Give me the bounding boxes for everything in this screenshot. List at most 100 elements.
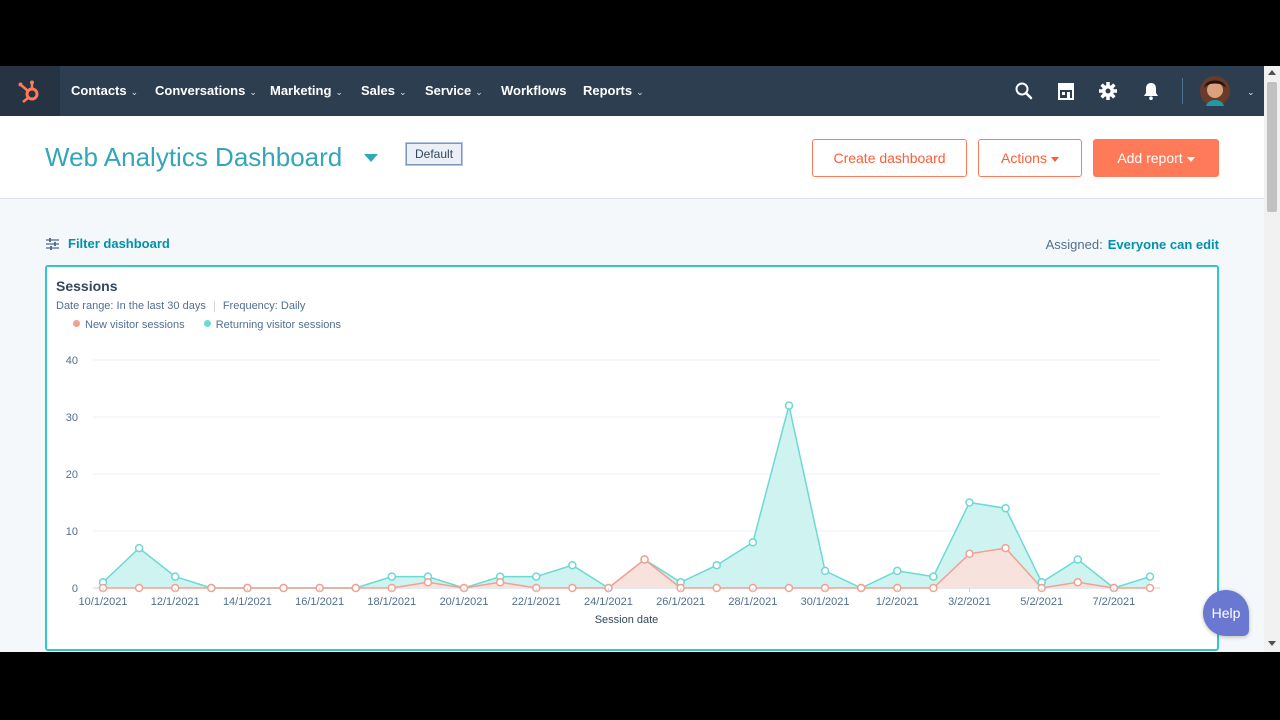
data-point	[387, 572, 397, 581]
data-point	[640, 555, 649, 564]
data-point	[820, 566, 830, 576]
report-title[interactable]: Sessions	[56, 278, 118, 294]
data-point	[1145, 583, 1155, 593]
notifications-icon[interactable]	[1141, 81, 1161, 101]
date-range-text: Date range: In the last 30 days	[56, 300, 206, 312]
data-point	[893, 566, 902, 576]
marketplace-icon[interactable]	[1056, 81, 1076, 101]
nav-sales[interactable]: Sales ⌄	[361, 83, 407, 98]
data-point	[856, 583, 866, 593]
nav-conversations[interactable]: Conversations ⌄	[155, 83, 257, 98]
y-tick-label: 10	[66, 526, 78, 538]
data-point	[568, 583, 577, 593]
nav-workflows[interactable]: Workflows	[501, 83, 567, 98]
data-point	[1001, 503, 1010, 513]
chevron-down-icon: ⌄	[130, 87, 139, 97]
top-navigation: Contacts ⌄ Conversations ⌄ Marketing ⌄ Sale…	[0, 66, 1264, 116]
legend-item-new-visitors[interactable]: New visitor sessions	[73, 319, 185, 331]
sessions-area-chart: 0 10 20 30 40 10/1/2021 12/1/2021 14/1/2021 16/1…	[66, 355, 1160, 626]
x-tick-label: 12/1/2021	[151, 596, 200, 608]
y-tick-label: 30	[66, 412, 78, 424]
chevron-down-icon: ⌄	[398, 87, 407, 97]
y-tick-label: 0	[72, 583, 78, 595]
nav-reports[interactable]: Reports ⌄	[583, 83, 644, 98]
x-tick-label: 24/1/2021	[584, 596, 633, 608]
sessions-report-card[interactable]: Sessions Date range: In the last 30 days…	[45, 265, 1219, 651]
data-point	[1073, 578, 1083, 587]
filter-dashboard-label: Filter dashboard	[68, 236, 170, 251]
nav-contacts[interactable]: Contacts ⌄	[71, 83, 139, 98]
x-tick-label: 16/1/2021	[295, 596, 344, 608]
data-point	[279, 583, 288, 593]
data-point	[1145, 572, 1155, 581]
actions-button[interactable]: Actions	[978, 139, 1082, 177]
scroll-up-arrow-icon[interactable]	[1268, 70, 1276, 75]
x-tick-label: 26/1/2021	[656, 596, 705, 608]
scroll-down-arrow-icon[interactable]	[1268, 641, 1276, 646]
user-avatar[interactable]	[1200, 76, 1230, 106]
legend-dot	[73, 320, 80, 327]
x-tick-label: 28/1/2021	[728, 596, 777, 608]
scrollbar-thumb[interactable]	[1267, 82, 1277, 212]
hubspot-logo[interactable]	[0, 66, 60, 116]
data-point	[351, 583, 360, 593]
legend-dot	[203, 320, 211, 327]
nav-divider	[1182, 78, 1183, 104]
filter-sliders-icon	[46, 238, 59, 250]
actions-button-label: Actions	[1001, 150, 1047, 166]
settings-icon[interactable]	[1098, 81, 1118, 101]
assigned-info: Assigned: Everyone can edit	[1046, 237, 1219, 252]
x-tick-label: 10/1/2021	[79, 596, 128, 608]
data-point	[531, 572, 541, 581]
sprocket-icon	[18, 80, 39, 103]
y-tick-label: 20	[66, 469, 78, 481]
data-point	[965, 498, 974, 507]
add-report-button-label: Add report	[1117, 150, 1183, 166]
data-point	[712, 560, 722, 570]
y-tick-label: 40	[66, 355, 78, 367]
x-tick-label: 5/2/2021	[1020, 596, 1063, 608]
data-point	[784, 583, 794, 593]
data-point	[748, 538, 758, 547]
dashboard-title[interactable]: Web Analytics Dashboard	[45, 142, 343, 172]
chevron-down-icon: ⌄	[475, 87, 483, 97]
legend-label: Returning visitor sessions	[215, 319, 342, 331]
app-screen: Contacts ⌄ Conversations ⌄ Marketing ⌄ Sale…	[0, 66, 1280, 652]
data-point	[170, 572, 180, 581]
create-dashboard-button[interactable]: Create dashboard	[812, 139, 967, 177]
caret-down-icon	[1186, 156, 1195, 162]
account-menu-toggle[interactable]: ⌄	[1243, 66, 1255, 116]
x-tick-label: 7/2/2021	[1092, 596, 1135, 608]
caret-down-icon	[1050, 156, 1059, 162]
data-point	[929, 583, 938, 593]
nav-marketing[interactable]: Marketing ⌄	[270, 83, 343, 98]
series-area	[103, 548, 1150, 588]
dashboard-switcher-caret-icon[interactable]	[364, 154, 378, 162]
data-point	[568, 560, 577, 570]
data-point	[929, 572, 938, 581]
data-point	[423, 578, 433, 587]
default-badge: Default	[404, 142, 464, 166]
meta-divider	[213, 300, 215, 312]
x-tick-label: 14/1/2021	[223, 596, 272, 608]
chevron-down-icon: ⌄	[636, 87, 644, 97]
x-tick-label: 30/1/2021	[801, 596, 850, 608]
dashboard-header: Web Analytics Dashboard Default Create d…	[0, 116, 1264, 199]
chevron-down-icon: ⌄	[249, 87, 257, 97]
legend-label: New visitor sessions	[85, 319, 185, 331]
frequency-text: Frequency: Daily	[222, 300, 306, 312]
legend-item-returning-visitors[interactable]: Returning visitor sessions	[203, 319, 342, 331]
search-icon[interactable]	[1014, 81, 1034, 101]
report-meta: Date range: In the last 30 days Frequency…	[56, 300, 305, 312]
help-button[interactable]: Help	[1203, 590, 1249, 636]
add-report-button[interactable]: Add report	[1093, 139, 1219, 177]
data-point	[712, 583, 722, 593]
assigned-value-link[interactable]: Everyone can edit	[1107, 237, 1219, 252]
x-axis-title: Session date	[595, 614, 659, 626]
data-point	[784, 401, 794, 410]
page-scrollbar[interactable]	[1264, 66, 1280, 652]
data-point	[1073, 555, 1083, 564]
nav-service[interactable]: Service ⌄	[425, 83, 483, 98]
chevron-down-icon: ⌄	[1247, 87, 1255, 97]
data-point	[965, 549, 974, 559]
